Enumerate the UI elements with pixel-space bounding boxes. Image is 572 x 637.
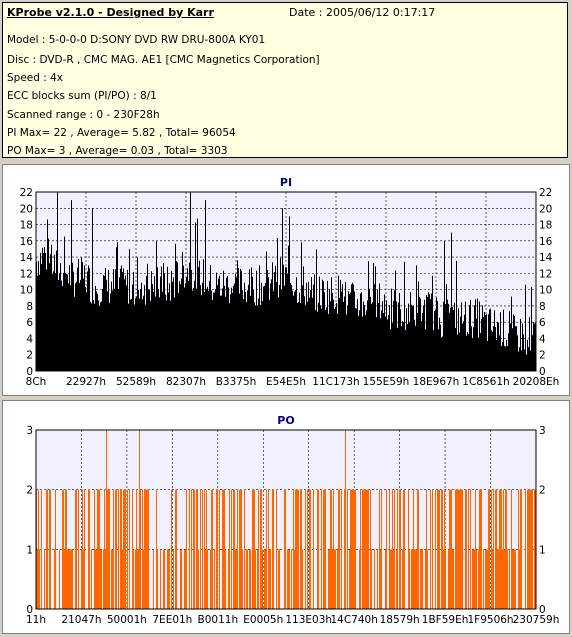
chart-title: PO xyxy=(277,414,294,427)
x-tick-label: 18E967h xyxy=(413,376,460,388)
y-tick-label-left: 0 xyxy=(26,604,33,616)
speed-line: Speed : 4x xyxy=(7,72,64,84)
y-tick-label-left: 12 xyxy=(20,268,33,280)
y-tick-label-left: 0 xyxy=(26,366,33,378)
app-title: KProbe v2.1.0 - Designed by Karr xyxy=(7,6,214,19)
x-tick-label: E54E5h xyxy=(266,376,306,388)
y-tick-label-right: 14 xyxy=(539,252,553,264)
pi-bars xyxy=(36,192,536,371)
po-chart-panel: PO 0 0 1 1 2 2 3 3 11h 21047h 50001h 7EE01h B0011h E00… xyxy=(2,400,570,634)
scan-date: Date : 2005/06/12 0:17:17 xyxy=(289,6,436,19)
x-tick-label: B0011h xyxy=(198,614,239,626)
ecc-line: ECC blocks sum (PI/PO) : 8/1 xyxy=(7,90,157,102)
y-tick-label-left: 22 xyxy=(20,187,33,199)
pi-summary-line: PI Max= 22 , Average= 5.82 , Total= 9605… xyxy=(7,127,236,139)
info-panel: KProbe v2.1.0 - Designed by Karr Date : … xyxy=(2,2,568,158)
x-tick-label: 22927h xyxy=(66,376,106,388)
x-tick-label: 7EE01h xyxy=(152,614,192,626)
model-line: Model : 5-0-0-0 D:SONY DVD RW DRU-800A K… xyxy=(7,34,266,46)
y-tick-label-left: 2 xyxy=(26,485,33,497)
x-tick-label: 230759h xyxy=(513,614,560,626)
x-tick-label: E0005h xyxy=(243,614,283,626)
y-tick-label-right: 0 xyxy=(539,604,546,616)
x-tick-label: 21047h xyxy=(61,614,101,626)
x-tick-label: 14C740h xyxy=(330,614,377,626)
x-tick-label: B3375h xyxy=(216,376,257,388)
x-tick-label: 8Ch xyxy=(26,376,47,388)
y-tick-label-right: 4 xyxy=(539,333,546,345)
x-tick-label: 11C173h xyxy=(312,376,359,388)
y-tick-label-left: 18 xyxy=(20,220,33,232)
y-tick-label-left: 2 xyxy=(26,350,33,362)
x-tick-label: 52589h xyxy=(116,376,156,388)
y-tick-label-left: 1 xyxy=(26,544,33,556)
chart-title: PI xyxy=(280,176,292,189)
po-summary-line: PO Max= 3 , Average= 0.03 , Total= 3303 xyxy=(7,145,228,157)
y-tick-label-right: 1 xyxy=(539,544,546,556)
pi-chart-panel: PI 0 0 2 2 4 4 6 6 8 8 10 10 12 12 14 14 16 16 18 18 20 20 22 22… xyxy=(2,164,570,396)
y-tick-label-right: 18 xyxy=(539,220,552,232)
range-line: Scanned range : 0 - 230F28h xyxy=(7,109,160,121)
y-tick-label-right: 0 xyxy=(539,366,546,378)
y-tick-label-right: 16 xyxy=(539,236,553,248)
po-chart: PO 0 0 1 1 2 2 3 3 11h 21047h 50001h 7EE01h B0011h E00… xyxy=(26,414,560,626)
x-tick-label: 50001h xyxy=(107,614,147,626)
y-tick-label-left: 6 xyxy=(26,317,33,329)
y-tick-label-right: 6 xyxy=(539,317,546,329)
y-tick-label-right: 10 xyxy=(539,285,552,297)
po-bars xyxy=(36,430,536,609)
x-tick-label: 1BF59Eh xyxy=(422,614,469,626)
x-tick-label: 155E59h xyxy=(363,376,410,388)
x-tick-label: 20208Eh xyxy=(513,376,560,388)
x-tick-label: 18579h xyxy=(380,614,420,626)
disc-line: Disc : DVD-R , CMC MAG. AE1 [CMC Magneti… xyxy=(7,54,320,66)
y-tick-label-left: 4 xyxy=(26,333,33,345)
y-tick-label-left: 10 xyxy=(20,285,33,297)
y-tick-label-right: 22 xyxy=(539,187,552,199)
x-tick-label: 82307h xyxy=(166,376,206,388)
y-tick-label-right: 20 xyxy=(539,203,552,215)
y-tick-label-left: 20 xyxy=(20,203,33,215)
y-tick-label-right: 2 xyxy=(539,350,546,362)
x-tick-label: 1F9506h xyxy=(467,614,513,626)
x-tick-label: 11h xyxy=(26,614,46,626)
y-tick-label-left: 16 xyxy=(20,236,34,248)
y-tick-label-right: 12 xyxy=(539,268,552,280)
x-tick-label: 113E03h xyxy=(285,614,332,626)
y-tick-label-left: 8 xyxy=(26,301,33,313)
y-tick-label-right: 3 xyxy=(539,425,546,437)
y-tick-label-left: 14 xyxy=(20,252,34,264)
y-tick-label-right: 2 xyxy=(539,485,546,497)
plot-border xyxy=(35,429,537,610)
plot-border xyxy=(35,191,537,372)
x-tick-label: 1C8561h xyxy=(462,376,509,388)
y-tick-label-left: 3 xyxy=(26,425,33,437)
y-tick-label-right: 8 xyxy=(539,301,546,313)
